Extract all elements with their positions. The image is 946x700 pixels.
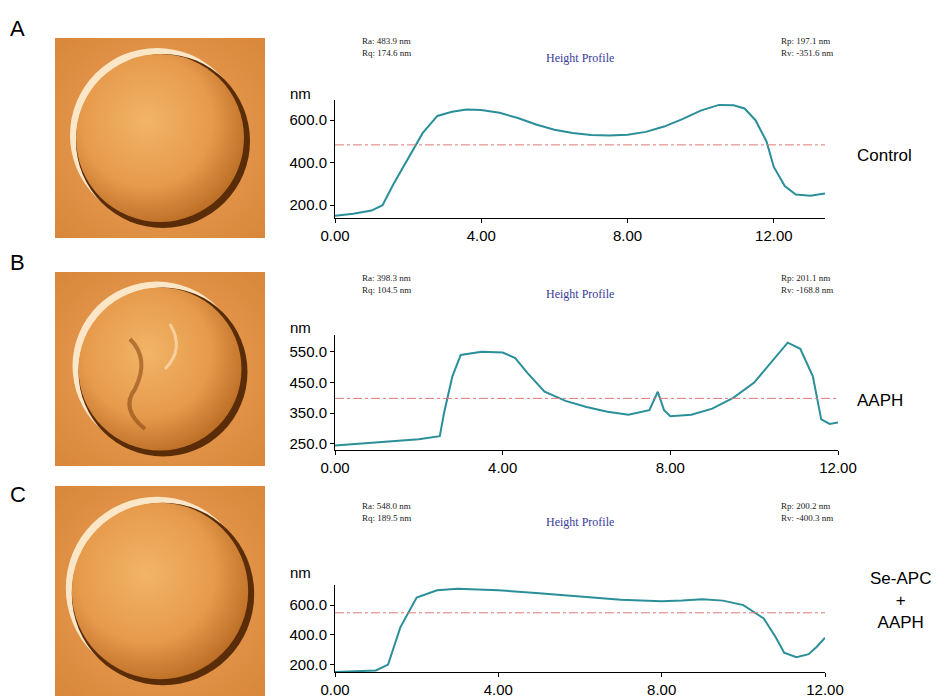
svg-text:550.0: 550.0 [289, 343, 327, 360]
svg-text:Height Profile: Height Profile [546, 287, 614, 301]
svg-text:Height Profile: Height Profile [546, 515, 614, 529]
svg-text:Control: Control [857, 146, 912, 165]
svg-text:Ra: 548.0 nmRq: 189.5 nm: Ra: 548.0 nmRq: 189.5 nm [362, 501, 411, 523]
svg-text:350.0: 350.0 [289, 404, 327, 421]
svg-text:Rp: 200.2 nmRv: -400.3 nm: Rp: 200.2 nmRv: -400.3 nm [781, 501, 833, 523]
svg-text:Rp: 201.1 nmRv: -168.8 nm: Rp: 201.1 nmRv: -168.8 nm [781, 273, 833, 295]
svg-text:4.00: 4.00 [484, 681, 513, 698]
svg-text:12.00: 12.00 [819, 459, 857, 476]
svg-text:4.00: 4.00 [488, 459, 517, 476]
svg-text:0.00: 0.00 [320, 227, 349, 244]
svg-text:600.0: 600.0 [289, 111, 327, 128]
svg-text:AAPH: AAPH [857, 391, 903, 410]
svg-text:8.00: 8.00 [656, 459, 685, 476]
svg-text:Se-APC+AAPH: Se-APC+AAPH [870, 569, 931, 632]
svg-text:200.0: 200.0 [289, 196, 327, 213]
svg-text:Ra: 398.3 nmRq: 104.5 nm: Ra: 398.3 nmRq: 104.5 nm [362, 273, 411, 295]
svg-text:nm: nm [290, 564, 311, 581]
svg-text:400.0: 400.0 [289, 154, 327, 171]
svg-text:nm: nm [290, 85, 311, 102]
svg-text:C: C [10, 482, 26, 507]
svg-text:B: B [10, 250, 25, 275]
svg-text:0.00: 0.00 [320, 459, 349, 476]
svg-text:A: A [10, 16, 25, 41]
svg-text:12.00: 12.00 [755, 227, 793, 244]
svg-text:450.0: 450.0 [289, 374, 327, 391]
svg-text:8.00: 8.00 [647, 681, 676, 698]
svg-text:12.00: 12.00 [806, 681, 844, 698]
svg-text:200.0: 200.0 [289, 656, 327, 673]
svg-text:0.00: 0.00 [320, 681, 349, 698]
svg-text:Ra: 483.9 nmRq: 174.6 nm: Ra: 483.9 nmRq: 174.6 nm [362, 36, 411, 58]
svg-text:Height Profile: Height Profile [546, 51, 614, 65]
svg-text:250.0: 250.0 [289, 435, 327, 452]
svg-text:600.0: 600.0 [289, 596, 327, 613]
svg-text:4.00: 4.00 [467, 227, 496, 244]
svg-text:400.0: 400.0 [289, 626, 327, 643]
svg-text:Rp: 197.1 nmRv: -351.6 nm: Rp: 197.1 nmRv: -351.6 nm [781, 36, 833, 58]
svg-text:nm: nm [290, 319, 311, 336]
svg-text:8.00: 8.00 [613, 227, 642, 244]
